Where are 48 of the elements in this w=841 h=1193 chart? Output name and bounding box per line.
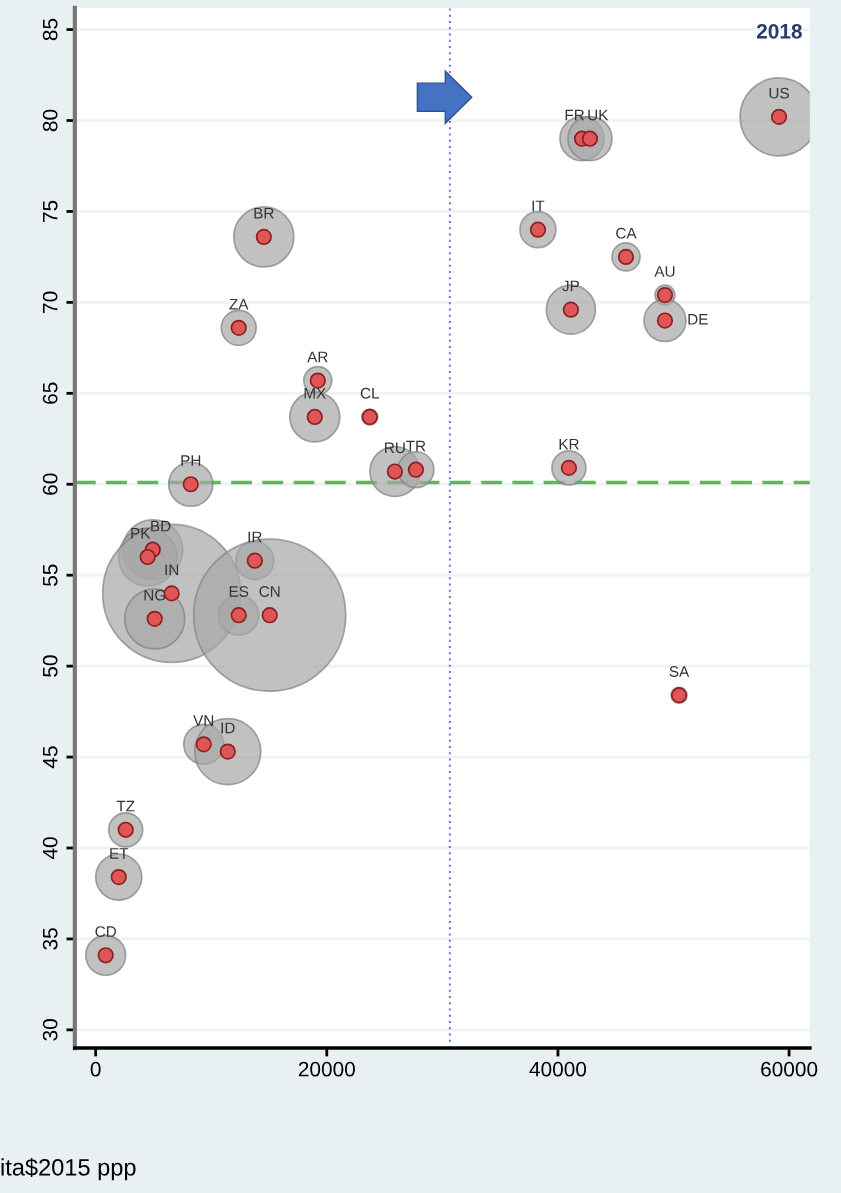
y-tick-label: 40	[42, 837, 58, 860]
data-label: RU	[385, 442, 405, 454]
data-label: KR	[559, 438, 579, 450]
y-tick-label: 55	[43, 564, 58, 586]
data-label: DE	[688, 314, 708, 325]
data-label: PK	[131, 528, 151, 539]
data-label: IT	[532, 200, 545, 212]
x-tick-label: 0	[90, 1061, 101, 1077]
data-label: VN	[193, 715, 214, 726]
data-label: CL	[360, 387, 380, 399]
y-tick-label: 70	[42, 291, 58, 313]
data-label: AR	[307, 351, 328, 363]
data-label: IR	[248, 531, 262, 543]
y-tick-label: 45	[43, 746, 58, 769]
data-label: ES	[229, 586, 249, 597]
data-label: ZA	[229, 298, 249, 310]
data-label: SA	[669, 666, 690, 677]
data-label: ID	[221, 722, 235, 734]
x-axis-title: ita$2015 ppp	[1, 1157, 136, 1181]
y-tick-label: 50	[42, 655, 58, 677]
y-tick-label: 30	[42, 1019, 58, 1041]
x-tick-label: 60000	[761, 1061, 818, 1077]
data-label: FR	[565, 109, 585, 121]
data-label: CN	[259, 586, 280, 597]
y-tick-label: 80	[42, 109, 58, 132]
data-label: ET	[110, 848, 129, 859]
y-tick-label: 65	[42, 382, 58, 404]
data-label: AU	[654, 266, 675, 277]
y-tick-label: 35	[42, 928, 58, 950]
y-tick-label: 75	[43, 200, 58, 222]
data-label: BR	[254, 207, 274, 219]
data-label: TZ	[116, 800, 135, 812]
data-label: MX	[304, 388, 326, 399]
y-tick-label: 85	[42, 18, 58, 41]
data-label: JP	[562, 280, 579, 292]
data-label: NG	[144, 589, 166, 601]
data-label: UK	[588, 109, 609, 121]
text: 2018	[756, 23, 802, 39]
data-label: PH	[181, 455, 201, 466]
data-label: BD	[151, 520, 171, 532]
data-label: CD	[95, 926, 117, 937]
data-label: CA	[616, 227, 637, 239]
y-tick-label: 60	[42, 473, 58, 495]
data-label: IN	[165, 564, 179, 575]
x-tick-label: 40000	[529, 1061, 587, 1077]
data-label: US	[769, 87, 789, 99]
x-tick-label: 20000	[298, 1061, 355, 1077]
data-label: TR	[406, 440, 426, 452]
